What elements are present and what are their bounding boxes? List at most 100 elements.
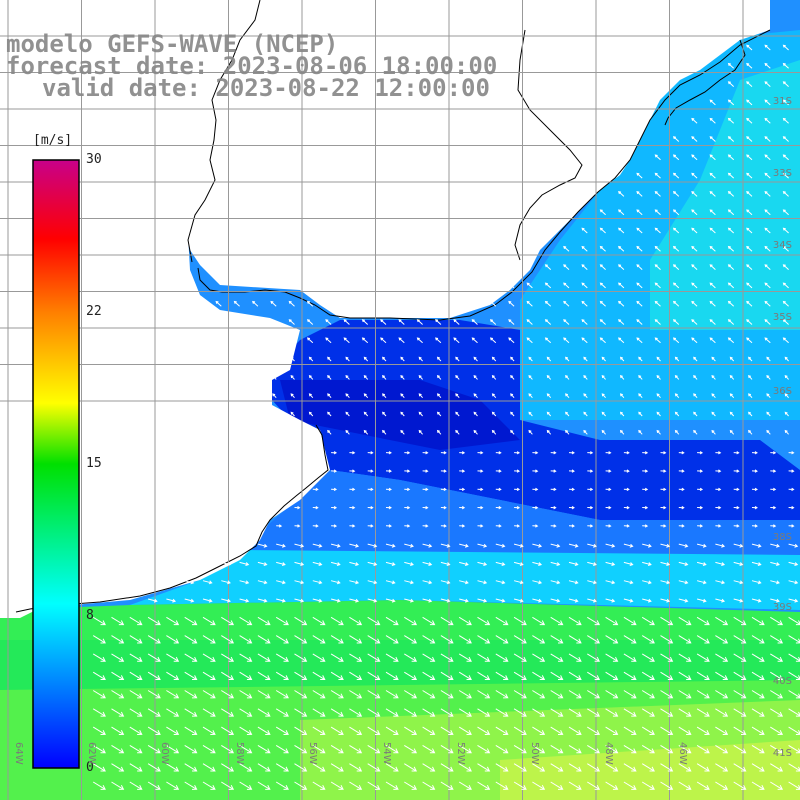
wind-arrow xyxy=(672,136,680,142)
wind-arrow xyxy=(733,726,747,735)
wind-arrow xyxy=(349,726,363,735)
wind-arrow xyxy=(770,598,780,603)
wind-arrow xyxy=(166,598,177,603)
wind-arrow xyxy=(385,580,396,585)
wind-arrow xyxy=(751,524,758,528)
wind-arrow xyxy=(508,300,515,307)
wind-arrow xyxy=(129,616,143,626)
wind-arrow xyxy=(422,744,436,754)
wind-arrow xyxy=(330,598,341,603)
wind-arrow xyxy=(349,469,356,473)
wind-arrow xyxy=(526,319,533,325)
wind-arrow xyxy=(697,505,704,510)
wind-arrow xyxy=(638,429,643,435)
wind-arrow xyxy=(733,616,747,626)
wind-arrow xyxy=(623,744,637,754)
wind-arrow xyxy=(458,616,472,626)
wind-arrow xyxy=(422,726,436,735)
wind-arrow xyxy=(345,393,350,399)
wind-arrow xyxy=(623,635,637,644)
wind-arrow xyxy=(477,616,491,626)
wind-arrow xyxy=(495,505,502,510)
wind-arrow xyxy=(733,543,744,548)
wind-arrow xyxy=(764,319,771,325)
wind-arrow xyxy=(583,374,588,380)
wind-arrow xyxy=(221,690,235,699)
wind-arrow xyxy=(495,616,509,626)
wind-arrow xyxy=(782,245,789,252)
wind-arrow xyxy=(746,62,753,69)
wind-arrow xyxy=(275,763,289,772)
wind-arrow xyxy=(599,245,606,252)
wind-arrow xyxy=(385,635,399,644)
wind-arrow xyxy=(788,598,799,603)
wind-arrow xyxy=(308,356,314,362)
wind-arrow xyxy=(276,524,283,528)
wind-arrow xyxy=(550,653,564,662)
wind-arrow xyxy=(147,635,161,644)
wind-arrow xyxy=(532,726,546,735)
land-areas xyxy=(0,0,770,618)
wind-arrow xyxy=(770,505,777,510)
wind-arrow xyxy=(788,708,800,717)
wind-arrow xyxy=(636,319,643,325)
wind-arrow xyxy=(385,561,396,567)
wind-arrow xyxy=(166,726,180,735)
wind-arrow xyxy=(751,763,765,772)
wind-arrow xyxy=(92,671,106,681)
wind-arrow xyxy=(715,505,722,510)
wind-arrow xyxy=(380,282,387,289)
wind-arrow xyxy=(458,708,472,717)
wind-arrow xyxy=(343,300,350,307)
wind-arrow xyxy=(330,616,344,626)
wind-arrow xyxy=(605,708,619,717)
wind-arrow xyxy=(275,653,289,662)
wind-arrow xyxy=(331,451,338,455)
wind-arrow xyxy=(660,708,674,717)
wind-arrow xyxy=(587,469,594,473)
wind-arrow xyxy=(239,580,250,585)
wind-arrow xyxy=(459,505,466,510)
wind-arrow xyxy=(294,671,308,681)
wind-arrow xyxy=(583,393,588,399)
wind-arrow xyxy=(422,598,433,603)
wind-arrow xyxy=(257,744,271,754)
wind-arrow xyxy=(404,505,411,510)
wind-arrow xyxy=(367,708,381,717)
wind-arrow xyxy=(440,543,451,548)
wind-arrow xyxy=(382,356,387,362)
wind-arrow xyxy=(550,708,564,717)
wind-arrow xyxy=(382,429,387,435)
wind-arrow xyxy=(563,300,570,307)
river-line xyxy=(187,0,261,263)
wind-arrow xyxy=(513,708,527,717)
wind-arrow xyxy=(638,393,643,399)
wind-arrow xyxy=(678,487,685,492)
wind-arrow xyxy=(727,337,735,344)
wind-arrow xyxy=(764,81,771,87)
lon-label-46w: 46W xyxy=(677,742,688,765)
wind-arrow xyxy=(711,356,716,362)
wind-arrow xyxy=(715,726,729,735)
wind-arrow xyxy=(715,543,726,548)
wind-arrow xyxy=(495,781,509,790)
wind-arrow xyxy=(147,726,161,735)
wind-arrow xyxy=(565,356,570,362)
wind-arrow xyxy=(599,337,606,344)
wind-arrow xyxy=(605,616,619,626)
wind-arrow xyxy=(581,264,588,270)
wind-arrow xyxy=(455,374,460,380)
wind-arrow xyxy=(418,393,423,399)
wind-arrow xyxy=(129,763,143,772)
wind-arrow xyxy=(440,451,447,455)
wind-arrow xyxy=(404,781,418,790)
wind-arrow xyxy=(678,543,689,548)
wind-arrow xyxy=(111,671,125,681)
wind-arrow xyxy=(147,598,158,603)
wind-arrow xyxy=(550,487,557,492)
wind-arrow xyxy=(654,245,661,252)
colorbar-tick-0: 0 xyxy=(86,760,94,775)
wind-arrow xyxy=(385,469,392,473)
wind-arrow xyxy=(766,429,771,435)
wind-arrow xyxy=(129,653,143,662)
